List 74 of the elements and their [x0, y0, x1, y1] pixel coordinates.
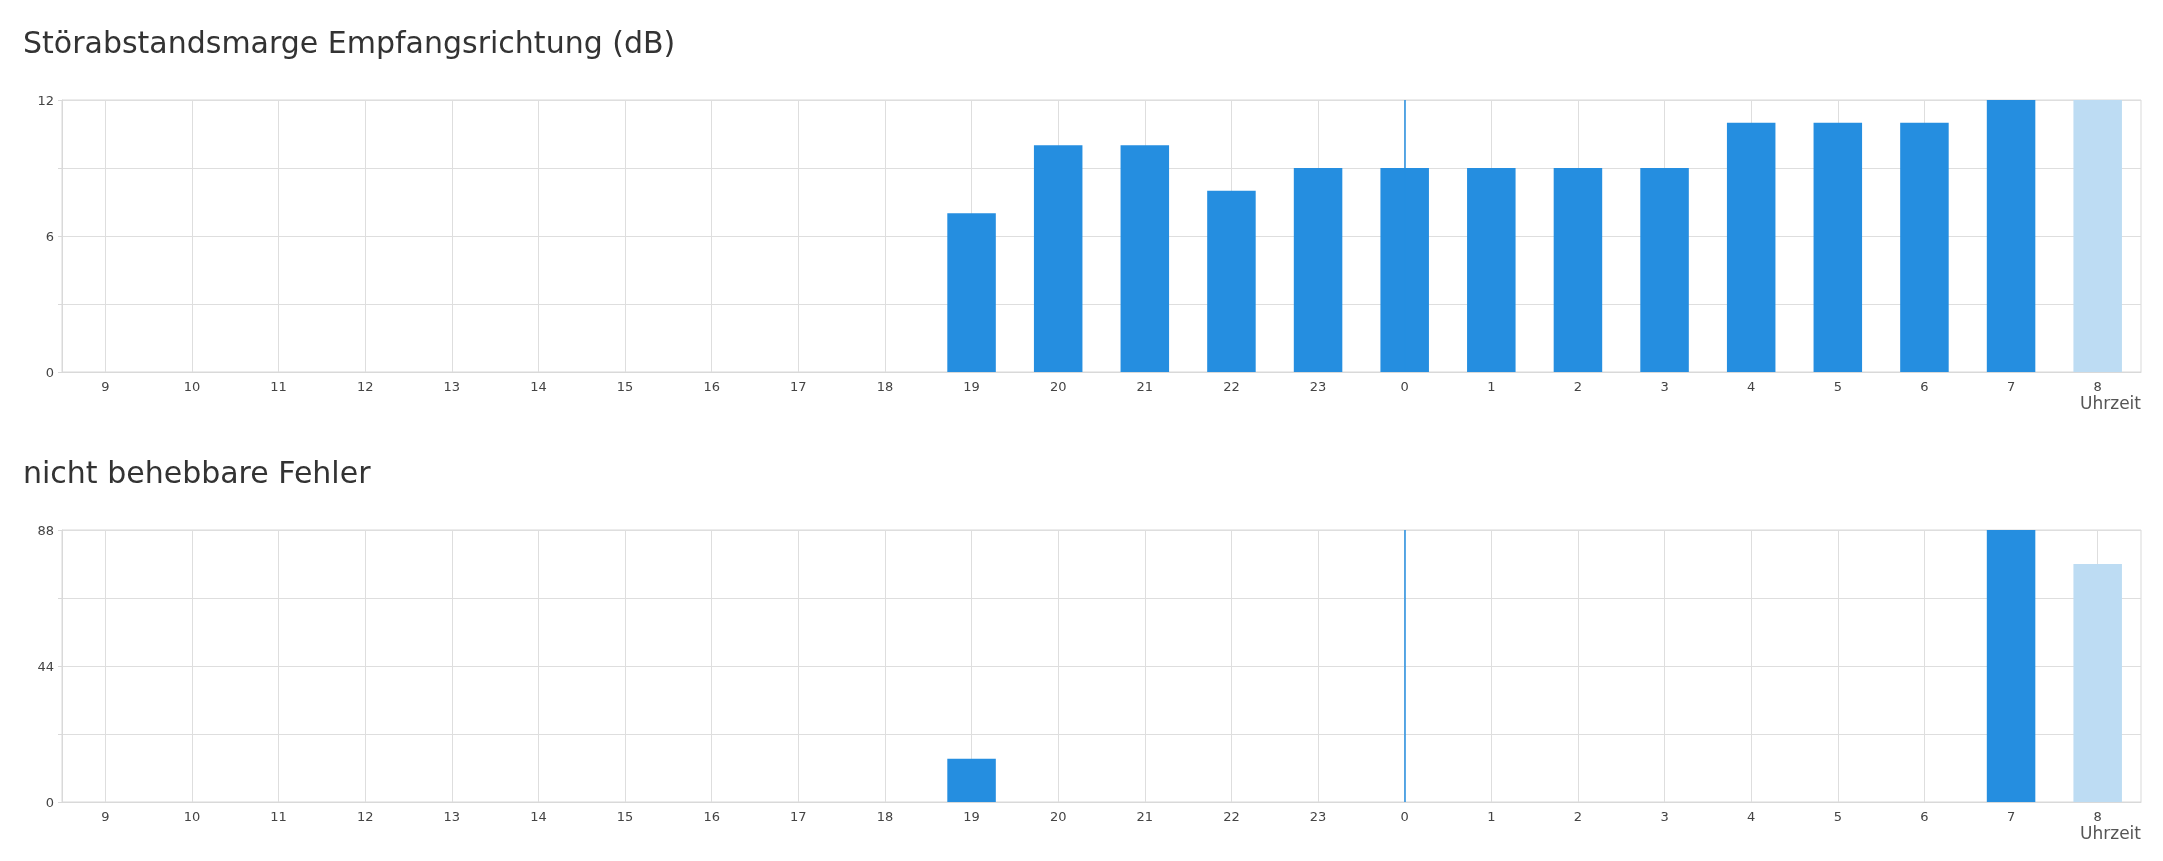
x-tick-label: 0: [1400, 379, 1409, 394]
x-tick-label: 17: [790, 809, 807, 824]
bar: [1986, 100, 2036, 372]
bar: [1207, 190, 1256, 372]
x-tick-label: 13: [443, 809, 461, 824]
x-tick-label: 6: [1920, 379, 1929, 394]
y-tick-label: 6: [45, 228, 54, 244]
x-tick-label: 23: [1309, 809, 1327, 824]
x-axis-title: Uhrzeit: [2080, 392, 2142, 413]
x-tick-label: 9: [101, 809, 110, 824]
x-tick-label: 5: [1833, 809, 1842, 824]
x-tick-label: 12: [356, 379, 374, 394]
x-tick-label: 1: [1487, 379, 1496, 394]
x-tick-label: 18: [876, 809, 894, 824]
bar: [1120, 145, 1170, 372]
bar: [1813, 122, 1863, 372]
bar: [1293, 168, 1343, 372]
x-tick-label: 19: [963, 379, 980, 394]
chart-title: Störabstandsmarge Empfangsrichtung (dB): [23, 24, 676, 60]
x-tick-label: 18: [876, 379, 894, 394]
x-tick-label: 22: [1223, 379, 1240, 394]
x-tick-label: 10: [183, 809, 201, 824]
x-tick-label: 23: [1309, 379, 1327, 394]
bar: [947, 758, 996, 802]
bar: [1986, 530, 2036, 802]
x-tick-label: 15: [616, 379, 634, 394]
x-tick-label: 2: [1573, 379, 1583, 394]
y-tick-label: 0: [45, 364, 54, 380]
chart-title: nicht behebbare Fehler: [23, 454, 372, 490]
x-tick-label: 17: [790, 379, 807, 394]
bar: [2073, 564, 2122, 802]
bar: [1033, 145, 1083, 372]
bar: [1467, 168, 1516, 372]
x-tick-label: 9: [101, 379, 110, 394]
bar: [947, 213, 996, 372]
y-tick-label: 12: [37, 92, 54, 108]
x-tick-label: 20: [1049, 809, 1067, 824]
x-tick-label: 22: [1223, 809, 1240, 824]
x-tick-label: 11: [270, 809, 287, 824]
x-tick-label: 4: [1747, 809, 1756, 824]
x-tick-label: 4: [1747, 379, 1756, 394]
x-tick-label: 0: [1400, 809, 1409, 824]
y-tick-label: 0: [45, 794, 54, 810]
x-tick-label: 16: [703, 809, 720, 824]
x-tick-label: 8: [2093, 809, 2102, 824]
x-tick-label: 15: [616, 809, 634, 824]
x-tick-label: 11: [270, 379, 287, 394]
x-tick-label: 2: [1573, 809, 1583, 824]
x-tick-label: 8: [2093, 379, 2102, 394]
bar: [1900, 122, 1949, 372]
bar: [1640, 168, 1689, 372]
bar: [1726, 122, 1776, 372]
x-tick-label: 7: [2006, 809, 2016, 824]
x-tick-label: 1: [1487, 809, 1496, 824]
x-tick-label: 14: [530, 379, 547, 394]
x-tick-label: 5: [1833, 379, 1842, 394]
x-tick-label: 21: [1136, 379, 1154, 394]
x-tick-label: 3: [1660, 809, 1669, 824]
y-tick-label: 88: [37, 522, 54, 538]
x-tick-label: 21: [1136, 809, 1154, 824]
x-tick-label: 10: [183, 379, 201, 394]
x-tick-label: 16: [703, 379, 720, 394]
x-tick-label: 12: [356, 809, 374, 824]
x-tick-label: 19: [963, 809, 980, 824]
x-tick-label: 7: [2006, 379, 2016, 394]
x-axis-title: Uhrzeit: [2080, 822, 2142, 843]
y-tick-label: 44: [37, 658, 54, 674]
x-tick-label: 14: [530, 809, 547, 824]
x-tick-label: 20: [1049, 379, 1067, 394]
x-tick-label: 13: [443, 379, 461, 394]
x-tick-label: 3: [1660, 379, 1669, 394]
bar: [2073, 100, 2122, 372]
x-tick-label: 6: [1920, 809, 1929, 824]
bar: [1553, 168, 1603, 372]
